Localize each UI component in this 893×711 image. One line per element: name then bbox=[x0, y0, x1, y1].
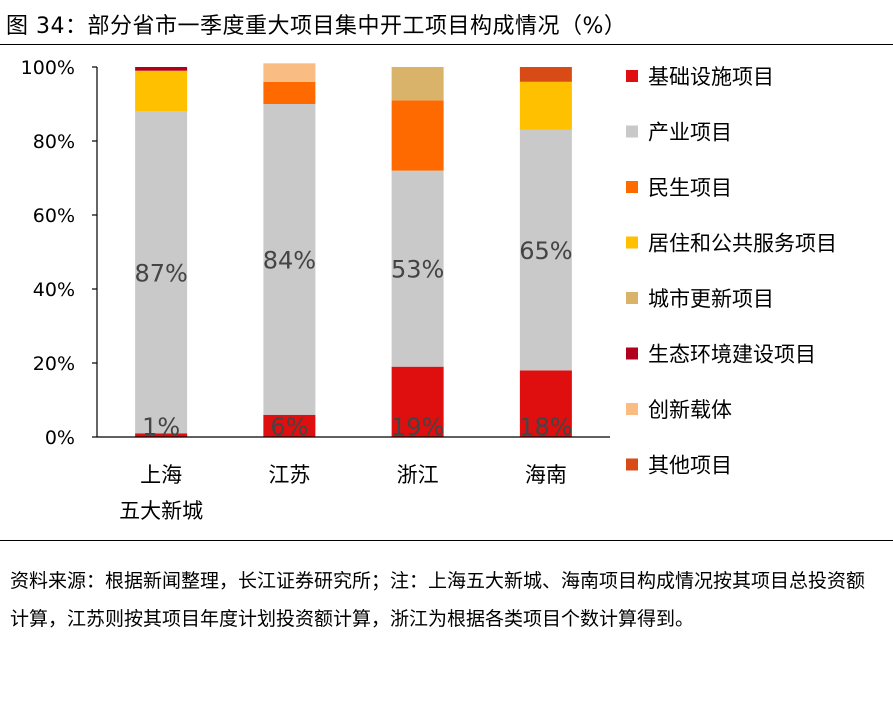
bar-segment bbox=[263, 104, 316, 415]
y-tick-label: 60% bbox=[33, 205, 75, 227]
bar-segment bbox=[135, 67, 188, 71]
data-label: 65% bbox=[519, 237, 572, 265]
y-tick-label: 40% bbox=[33, 279, 75, 301]
legend-label: 基础设施项目 bbox=[648, 65, 774, 89]
bar-segment bbox=[135, 111, 188, 434]
bar-segment bbox=[263, 63, 316, 82]
bar-segment bbox=[391, 170, 444, 367]
legend-swatch bbox=[626, 403, 638, 415]
data-label: 19% bbox=[391, 413, 444, 441]
legend-swatch bbox=[626, 292, 638, 304]
legend-label: 民生项目 bbox=[648, 176, 732, 200]
data-label: 6% bbox=[270, 413, 308, 441]
legend-label: 创新载体 bbox=[648, 398, 732, 422]
y-tick-label: 0% bbox=[45, 427, 75, 449]
legend-swatch bbox=[626, 458, 638, 471]
data-label: 53% bbox=[391, 256, 444, 284]
x-tick-label: 海南 bbox=[525, 463, 567, 487]
bar-segment bbox=[391, 366, 444, 437]
bar-segment bbox=[135, 433, 188, 437]
data-label: 84% bbox=[263, 246, 316, 274]
bar-segment bbox=[519, 370, 572, 437]
x-tick-label: 江苏 bbox=[268, 463, 310, 487]
bar-segment bbox=[519, 67, 572, 82]
bar-segment bbox=[391, 100, 444, 171]
bar-segment bbox=[263, 414, 316, 437]
stacked-bar-chart: 0% 20% 40% 60% 80% 100% 1% 87% 6% 84% 19% 53% 18% 65… bbox=[21, 57, 837, 523]
bar-segment bbox=[519, 81, 572, 130]
legend-label: 居住和公共服务项目 bbox=[648, 232, 837, 256]
legend-swatch bbox=[626, 70, 638, 82]
x-tick-label: 浙江 bbox=[397, 463, 439, 487]
legend-label: 产业项目 bbox=[648, 121, 732, 145]
title-rule bbox=[0, 44, 893, 45]
data-label: 87% bbox=[134, 259, 187, 287]
legend-swatch bbox=[626, 125, 638, 138]
bar-segment bbox=[391, 67, 444, 101]
data-labels: 1% 87% 6% 84% 19% 53% 18% 65% bbox=[134, 237, 572, 441]
y-tick-label: 100% bbox=[21, 57, 75, 79]
legend: 基础设施项目产业项目民生项目居住和公共服务项目城市更新项目生态环境建设项目创新载… bbox=[626, 65, 837, 478]
y-tick-label: 20% bbox=[33, 353, 75, 375]
bar-segment bbox=[519, 129, 572, 371]
x-axis: 上海五大新城 江苏 浙江 海南 bbox=[97, 436, 610, 523]
y-axis: 0% 20% 40% 60% 80% 100% bbox=[21, 57, 98, 449]
legend-label: 其他项目 bbox=[648, 454, 732, 478]
legend-swatch bbox=[626, 236, 638, 249]
data-label: 18% bbox=[519, 413, 572, 441]
data-label: 1% bbox=[142, 413, 180, 441]
source-rule bbox=[0, 540, 893, 541]
bar-segment bbox=[263, 81, 316, 104]
bar-segment bbox=[135, 70, 188, 112]
legend-label: 生态环境建设项目 bbox=[648, 343, 816, 367]
legend-swatch bbox=[626, 347, 638, 360]
legend-label: 城市更新项目 bbox=[648, 287, 774, 311]
figure-title: 图 34：部分省市一季度重大项目集中开工项目构成情况（%） bbox=[6, 14, 627, 39]
legend-swatch bbox=[626, 181, 638, 193]
y-tick-label: 80% bbox=[33, 131, 75, 153]
bars bbox=[135, 63, 572, 437]
x-tick-label: 五大新城 bbox=[119, 499, 203, 523]
source-note: 资料来源：根据新闻整理，长江证券研究所；注：上海五大新城、海南项目构成情况按其项… bbox=[10, 570, 866, 630]
x-tick-label: 上海 bbox=[140, 463, 182, 487]
